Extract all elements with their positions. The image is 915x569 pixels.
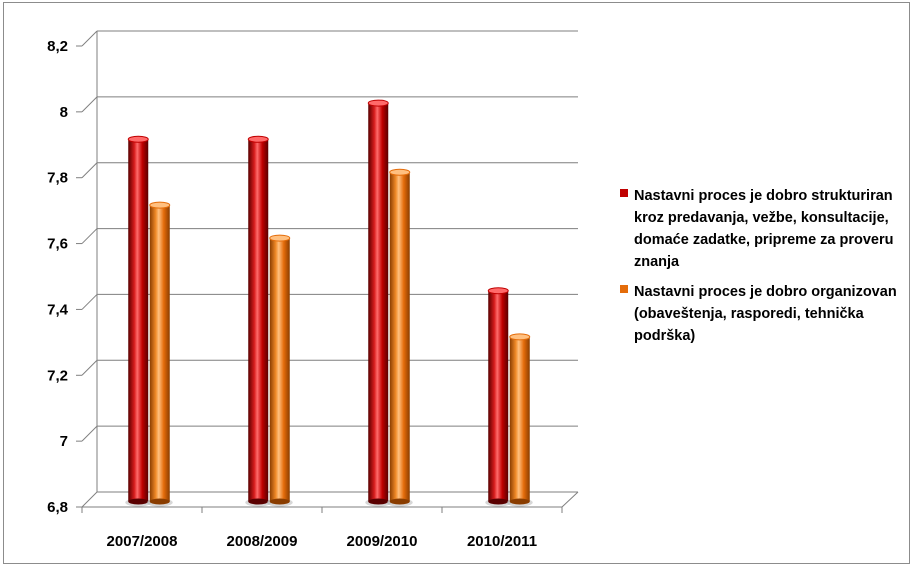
bar-series-1 <box>488 290 509 502</box>
gridline-connector <box>81 491 98 508</box>
bar-top-cap <box>269 234 291 242</box>
bar-series-2 <box>149 205 170 502</box>
bar-top-cap <box>247 135 269 143</box>
y-tick-label: 7 <box>60 433 68 450</box>
gridline-connector <box>81 359 98 376</box>
bar-bottom-cap <box>128 498 149 505</box>
bar-series-2 <box>509 336 530 502</box>
bar-top-cap <box>509 333 531 341</box>
y-tick-label: 7,4 <box>47 301 69 318</box>
gridline-connector <box>81 30 98 47</box>
bar-bottom-cap <box>248 498 269 505</box>
y-tick-label: 8 <box>60 104 68 121</box>
y-tick-label: 7,8 <box>47 170 68 187</box>
bar-bottom-cap <box>269 498 290 505</box>
gridline-connector <box>81 425 98 442</box>
bar-bottom-cap <box>368 498 389 505</box>
bar-top-cap <box>389 168 411 176</box>
legend-label-series-2: Nastavni proces je dobro organizovan (ob… <box>634 284 897 344</box>
gridline-connector <box>81 96 98 113</box>
bar-bottom-cap <box>509 498 530 505</box>
gridline-connector <box>81 162 98 179</box>
x-tick-label: 2008/2009 <box>227 533 298 550</box>
gridline-connector <box>81 228 98 244</box>
bar-top-cap <box>487 287 509 295</box>
bar-top-cap <box>149 201 171 209</box>
bar-bottom-cap <box>488 498 509 505</box>
chart-frame <box>3 2 910 564</box>
bar-series-1 <box>368 103 389 502</box>
bar-series-2 <box>269 238 290 502</box>
chart-legend: Nastavni proces je dobro strukturiran kr… <box>620 185 910 355</box>
bar-bottom-cap <box>389 498 410 505</box>
gridline-connector <box>81 294 98 310</box>
y-tick-label: 7,6 <box>47 236 68 253</box>
bar-series-2 <box>389 172 410 502</box>
x-tick-label: 2007/2008 <box>107 533 178 550</box>
bar-bottom-cap <box>149 498 170 505</box>
legend-swatch-series-1 <box>620 189 628 197</box>
legend-item-series-2: Nastavni proces je dobro organizovan (ob… <box>620 281 910 347</box>
y-tick-label: 7,2 <box>47 367 68 384</box>
bar-top-cap <box>367 99 389 107</box>
bar-series-1 <box>248 139 269 502</box>
legend-item-series-1: Nastavni proces je dobro strukturiran kr… <box>620 185 910 273</box>
x-tick-label: 2010/2011 <box>467 533 537 550</box>
x-tick-label: 2009/2010 <box>347 533 418 550</box>
bar-series-1 <box>128 139 149 502</box>
legend-swatch-series-2 <box>620 285 628 293</box>
floor-edge <box>561 491 579 508</box>
legend-label-series-1: Nastavni proces je dobro strukturiran kr… <box>634 188 894 270</box>
y-tick-label: 8,2 <box>47 38 68 55</box>
bar-top-cap <box>127 135 149 143</box>
y-tick-label: 6,8 <box>47 499 68 516</box>
